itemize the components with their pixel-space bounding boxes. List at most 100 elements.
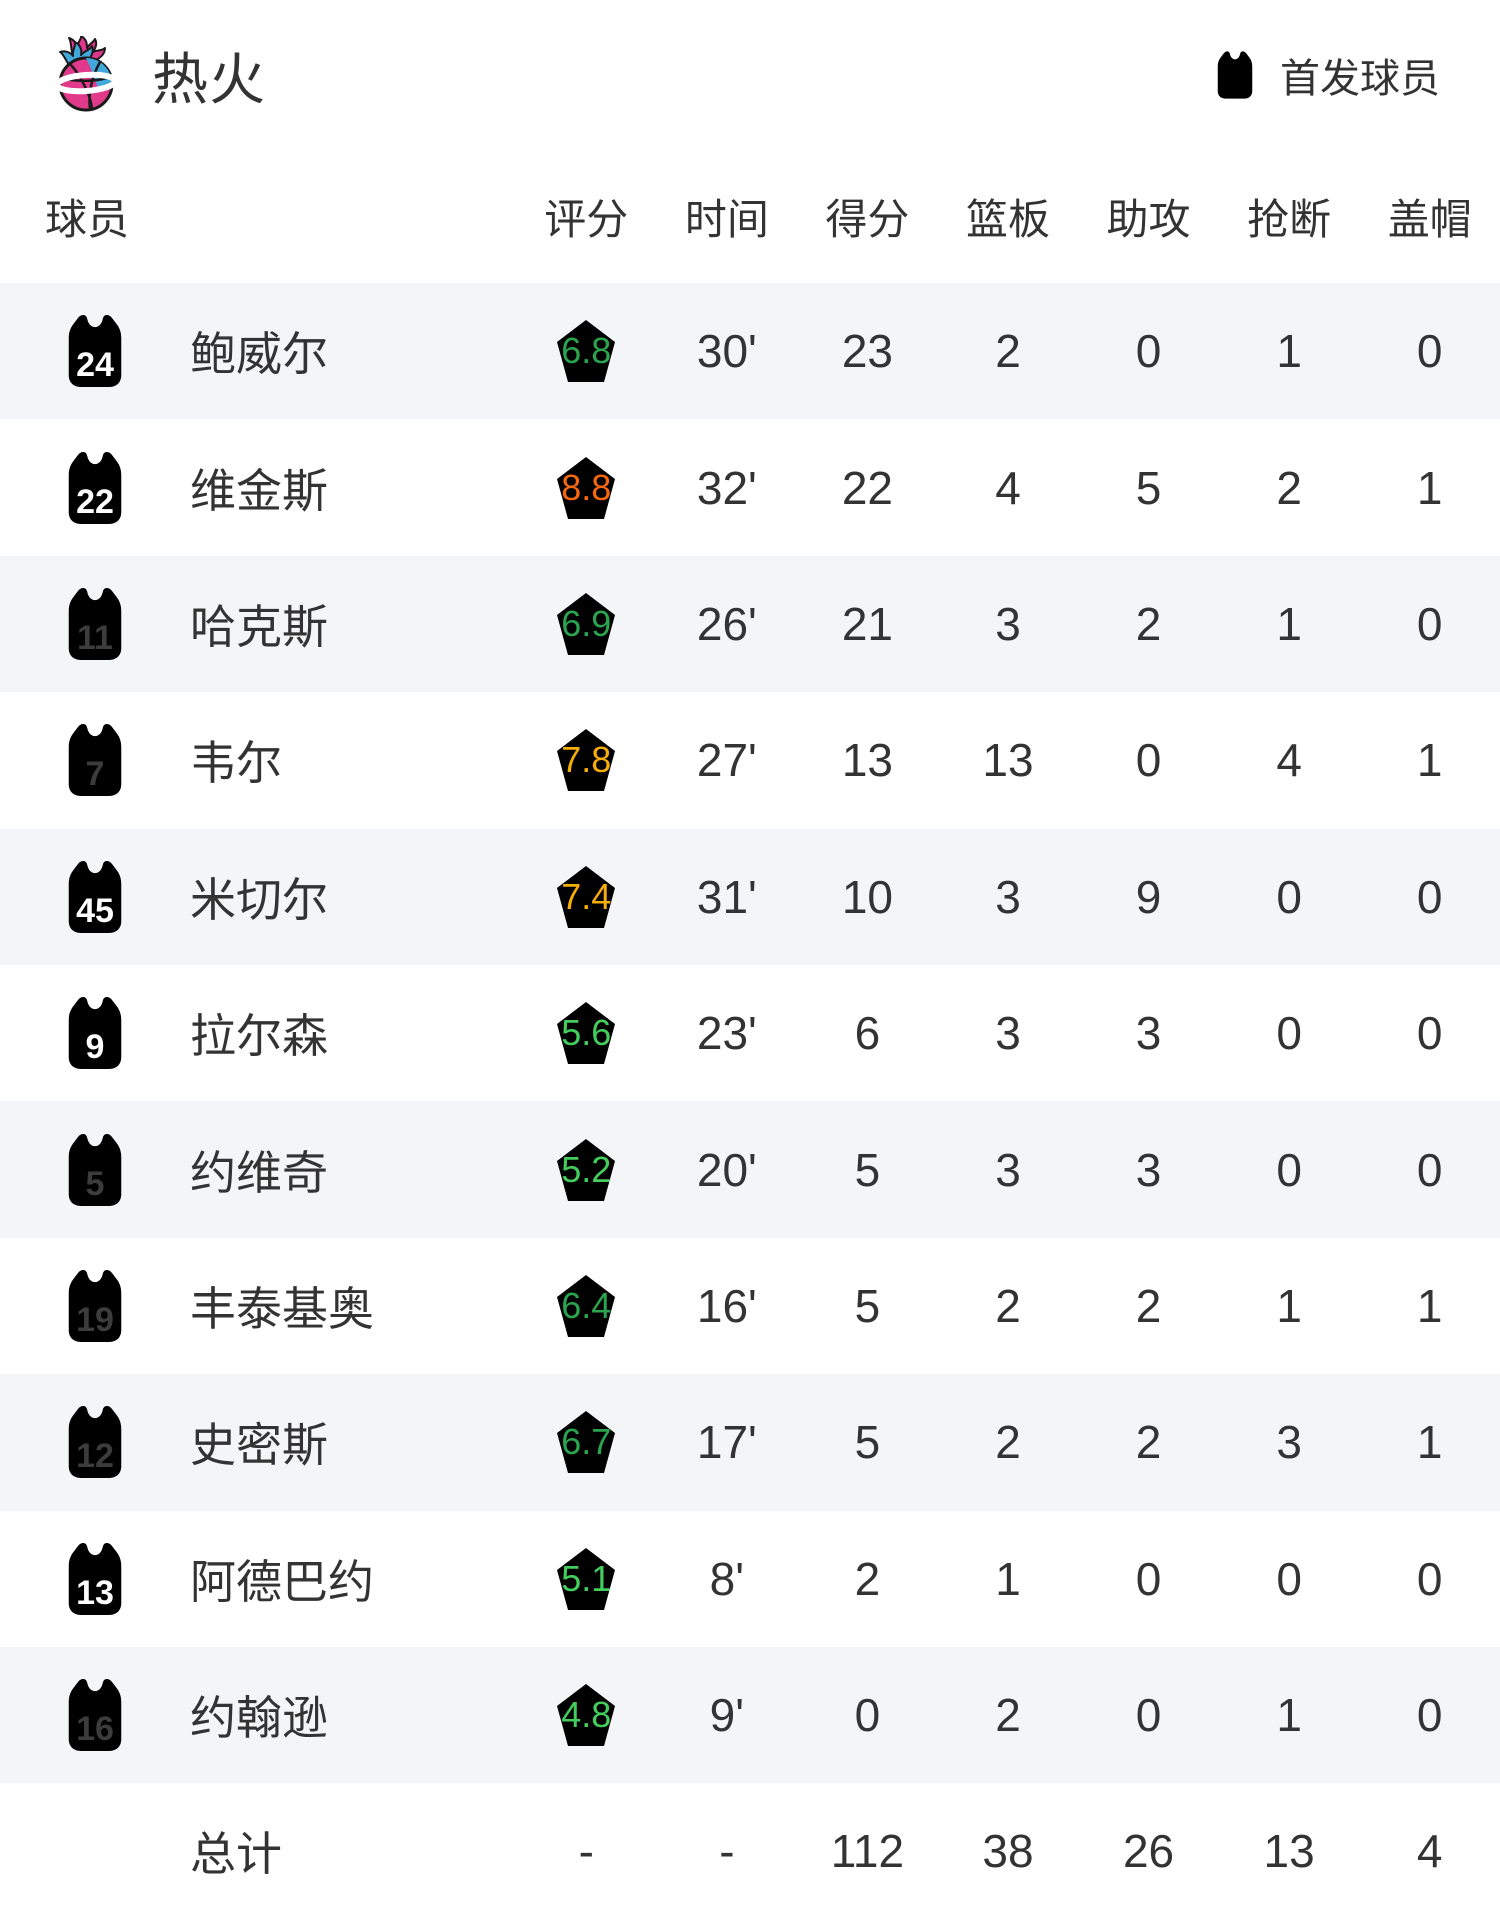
- table-row[interactable]: 13 阿德巴约 5.1 8' 2 1 0 0 0: [0, 1510, 1500, 1647]
- jersey-number: 11: [77, 618, 113, 657]
- jersey-number: 7: [85, 755, 105, 794]
- stat-time: 16': [696, 1279, 757, 1332]
- table-row[interactable]: 7 韦尔 7.8 27' 13 13 0 4 1: [0, 692, 1500, 829]
- col-assists: 助攻: [1106, 196, 1191, 243]
- stat-rebounds: 1: [995, 1552, 1021, 1605]
- player-name: 米切尔: [190, 873, 328, 926]
- jersey-number: 9: [85, 1028, 105, 1067]
- total-blocks: 4: [1416, 1825, 1443, 1878]
- rating-badge: 7.8: [549, 720, 623, 800]
- stat-blocks: 1: [1416, 461, 1443, 514]
- player-name: 维金斯: [190, 464, 328, 517]
- stat-blocks: 0: [1416, 597, 1443, 650]
- stat-points: 10: [841, 870, 893, 923]
- stat-rebounds: 3: [995, 870, 1021, 923]
- stat-assists: 0: [1135, 1689, 1162, 1742]
- stat-time: 30': [696, 325, 757, 378]
- stat-time: 17': [696, 1416, 757, 1469]
- table-row[interactable]: 19 丰泰基奥 6.4 16' 5 2 2 1 1: [0, 1237, 1500, 1375]
- rating-badge: 6.4: [549, 1266, 623, 1346]
- col-rating: 评分: [544, 196, 629, 243]
- stat-points: 13: [841, 734, 893, 787]
- stat-steals: 1: [1276, 1689, 1302, 1742]
- total-time: -: [719, 1825, 735, 1878]
- stat-steals: 1: [1276, 597, 1302, 650]
- stat-steals: 0: [1276, 1143, 1302, 1196]
- stat-steals: 4: [1276, 734, 1302, 787]
- table-row[interactable]: 24 鲍威尔 6.8 30' 23 2 0 1 0: [0, 283, 1500, 420]
- table-row[interactable]: 9 拉尔森 5.6 23' 6 3 3 0 0: [0, 964, 1500, 1102]
- jersey-icon: 16: [60, 1677, 130, 1753]
- player-cell: 13 阿德巴约: [0, 1541, 516, 1617]
- stat-rebounds: 3: [995, 1143, 1021, 1196]
- stat-time: 9': [709, 1689, 745, 1742]
- player-name: 约维奇: [190, 1146, 328, 1199]
- team-logo-icon: [56, 36, 116, 112]
- player-cell: 22 维金斯: [0, 450, 516, 526]
- stat-points: 22: [841, 461, 893, 514]
- stat-blocks: 0: [1416, 1552, 1443, 1605]
- stat-time: 31': [696, 870, 757, 923]
- stat-points: 2: [854, 1552, 881, 1605]
- stat-rebounds: 13: [982, 734, 1034, 787]
- team-name: 热火: [152, 47, 266, 111]
- total-points: 112: [830, 1825, 905, 1878]
- stat-rebounds: 2: [995, 325, 1021, 378]
- table-row[interactable]: 12 史密斯 6.7 17' 5 2 2 3 1: [0, 1374, 1500, 1511]
- stat-points: 5: [854, 1416, 881, 1469]
- rating-badge: 8.8: [549, 448, 623, 528]
- rating-badge: 5.1: [549, 1539, 623, 1619]
- stat-points: 23: [841, 325, 893, 378]
- table-row[interactable]: 5 约维奇 5.2 20' 5 3 3 0 0: [0, 1101, 1500, 1238]
- col-rebounds: 篮板: [965, 196, 1050, 243]
- stat-points: 6: [854, 1007, 881, 1060]
- total-steals: 13: [1263, 1825, 1315, 1878]
- stat-blocks: 0: [1416, 1143, 1443, 1196]
- table-row[interactable]: 16 约翰逊 4.8 9' 0 2 0 1 0: [0, 1646, 1500, 1784]
- stat-points: 5: [854, 1143, 881, 1196]
- stat-time: 26': [696, 597, 757, 650]
- jersey-number: 24: [76, 346, 114, 385]
- stat-rebounds: 2: [995, 1416, 1021, 1469]
- stat-assists: 2: [1135, 1279, 1162, 1332]
- jersey-icon: 19: [60, 1268, 130, 1344]
- stat-rebounds: 4: [995, 461, 1021, 514]
- stat-rebounds: 2: [995, 1279, 1021, 1332]
- player-cell: 12 史密斯: [0, 1404, 516, 1480]
- jersey-icon: 11: [60, 586, 130, 662]
- stat-blocks: 0: [1416, 1689, 1443, 1742]
- player-cell: 9 拉尔森: [0, 995, 516, 1071]
- player-name: 韦尔: [190, 737, 282, 790]
- player-name: 鲍威尔: [190, 328, 328, 381]
- total-rebounds: 38: [982, 1825, 1034, 1878]
- stat-steals: 1: [1276, 1279, 1302, 1332]
- stat-blocks: 0: [1416, 1007, 1443, 1060]
- rating-badge: 6.9: [549, 584, 623, 664]
- stat-assists: 0: [1135, 734, 1162, 787]
- player-cell: 5 约维奇: [0, 1132, 516, 1208]
- stat-rebounds: 2: [995, 1689, 1021, 1742]
- player-cell: 16 约翰逊: [0, 1677, 516, 1753]
- jersey-number: 16: [76, 1710, 114, 1749]
- jersey-icon: 5: [60, 1132, 130, 1208]
- col-blocks: 盖帽: [1387, 196, 1472, 243]
- jersey-icon: 9: [60, 995, 130, 1071]
- stat-steals: 2: [1276, 461, 1302, 514]
- rating-badge: 5.6: [549, 993, 623, 1073]
- stat-steals: 0: [1276, 870, 1302, 923]
- stat-assists: 3: [1135, 1007, 1162, 1060]
- stat-rebounds: 3: [995, 597, 1021, 650]
- stat-points: 5: [854, 1279, 881, 1332]
- col-points: 得分: [825, 196, 910, 243]
- jersey-number: 45: [76, 891, 114, 930]
- table-row[interactable]: 45 米切尔 7.4 31' 10 3 9 0 0: [0, 828, 1500, 965]
- col-time: 时间: [684, 196, 769, 243]
- jersey-number: 12: [76, 1437, 114, 1476]
- player-name: 约翰逊: [190, 1692, 328, 1745]
- table-row[interactable]: 22 维金斯 8.8 32' 22 4 5 2 1: [0, 419, 1500, 556]
- jersey-number: 5: [85, 1164, 105, 1203]
- team-header: 热火 首发球员: [0, 0, 1500, 150]
- stat-blocks: 0: [1416, 870, 1443, 923]
- table-row[interactable]: 11 哈克斯 6.9 26' 21 3 2 1 0: [0, 555, 1500, 693]
